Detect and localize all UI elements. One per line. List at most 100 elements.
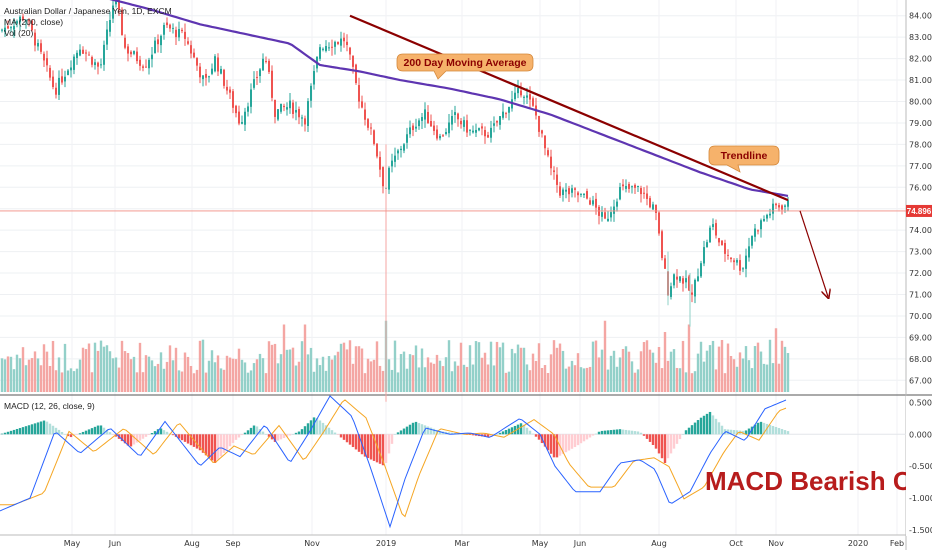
volume-bar (459, 342, 463, 392)
candle-body (646, 193, 648, 199)
candle-body (220, 68, 222, 74)
volume-bar (327, 356, 331, 392)
volume-bar (195, 369, 199, 392)
macd-histogram-bar (474, 434, 478, 436)
volume-bar (705, 350, 709, 392)
candle-body (259, 69, 261, 77)
volume-bar (147, 356, 151, 392)
volume-bar (402, 351, 406, 392)
volume-bar (162, 368, 166, 392)
macd-histogram-bar (207, 434, 211, 458)
candle-body (100, 64, 102, 66)
candle-body (232, 91, 234, 108)
volume-bar (129, 359, 133, 392)
macd-histogram-bar (396, 432, 400, 435)
volume-bar (771, 363, 775, 392)
macd-histogram-bar (756, 422, 760, 435)
volume-bar (687, 324, 691, 392)
macd-histogram-bar (705, 413, 709, 435)
candle-body (520, 90, 522, 96)
macd-histogram-bar (408, 424, 412, 435)
candle-body (622, 184, 624, 187)
candle-body (691, 292, 693, 295)
macd-panel (0, 395, 906, 529)
volume-bar (219, 368, 223, 392)
volume-bar (522, 347, 526, 392)
macd-histogram-bar (699, 417, 703, 435)
volume-bar (210, 350, 214, 392)
candle-body (106, 29, 108, 45)
candle-body (508, 106, 510, 113)
candle-body (4, 27, 6, 32)
volume-bar (549, 354, 553, 392)
macd-histogram-bar (324, 425, 328, 435)
macd-histogram-bar (123, 434, 127, 444)
volume-bar (237, 348, 241, 392)
candle-body (184, 31, 186, 39)
macd-histogram-bar (51, 425, 55, 435)
candle-body (379, 156, 381, 170)
time-tick-label: Feb (890, 539, 904, 548)
candle-body (319, 47, 321, 59)
candle-body (151, 54, 153, 60)
volume-bar (567, 366, 571, 392)
macd-histogram-bar (285, 434, 289, 437)
candle-body (226, 86, 228, 91)
macd-histogram-bar (642, 434, 646, 436)
volume-bar (0, 358, 4, 392)
macd-histogram-bar (552, 434, 556, 458)
macd-histogram-bar (147, 434, 151, 435)
macd-histogram-bar (231, 434, 235, 443)
volume-bar (777, 363, 781, 392)
candle-body (778, 205, 780, 208)
macd-histogram-bar (594, 433, 598, 435)
candle-body (7, 26, 9, 29)
candle-body (298, 109, 300, 118)
macd-histogram-bar (21, 427, 25, 435)
macd-histogram-bar (681, 434, 685, 435)
candle-body (79, 49, 81, 56)
volume-bar (441, 366, 445, 392)
macd-histogram-bar (99, 425, 103, 435)
volume-bar (123, 351, 127, 392)
ma-callout: 200 Day Moving Average (396, 53, 534, 80)
volume-bar (600, 349, 604, 392)
volume-bar (756, 342, 760, 392)
macd-histogram-bar (159, 428, 163, 435)
macd-histogram-bar (621, 429, 625, 435)
macd-histogram-bar (297, 431, 301, 435)
symbol-title: Australian Dollar / Japanese Yen, 1D, EX… (4, 6, 172, 16)
macd-histogram-bar (333, 432, 337, 435)
macd-histogram-bar (759, 421, 763, 435)
volume-bar (663, 332, 667, 392)
price-tick-label: 69.000 (909, 333, 932, 342)
macd-histogram-bar (393, 434, 397, 435)
macd-histogram-bar (381, 434, 385, 466)
price-tick-label: 68.000 (909, 355, 932, 364)
candle-body (697, 276, 699, 282)
macd-histogram-bar (27, 425, 31, 435)
macd-histogram-bar (261, 431, 265, 435)
volume-bar (543, 365, 547, 392)
time-tick-label: Nov (768, 539, 784, 548)
candle-body (247, 106, 249, 112)
macd-histogram-bar (111, 434, 115, 435)
macd-histogram-bar (141, 434, 145, 439)
volume-bar (486, 364, 490, 392)
macd-histogram-bar (678, 434, 682, 440)
candle-body (679, 276, 681, 282)
volume-bar (576, 353, 580, 392)
volume-bar (420, 348, 424, 392)
volume-bar (603, 320, 607, 392)
volume-bar (510, 348, 514, 392)
candle-body (757, 230, 759, 232)
macd-histogram-bar (339, 434, 343, 438)
macd-histogram-bar (534, 434, 538, 437)
macd-histogram-bar (603, 430, 607, 435)
candle-body (685, 278, 687, 283)
volume-bar (291, 347, 295, 392)
candle-body (97, 62, 99, 67)
volume-bar (582, 368, 586, 392)
macd-histogram-bar (222, 434, 226, 453)
